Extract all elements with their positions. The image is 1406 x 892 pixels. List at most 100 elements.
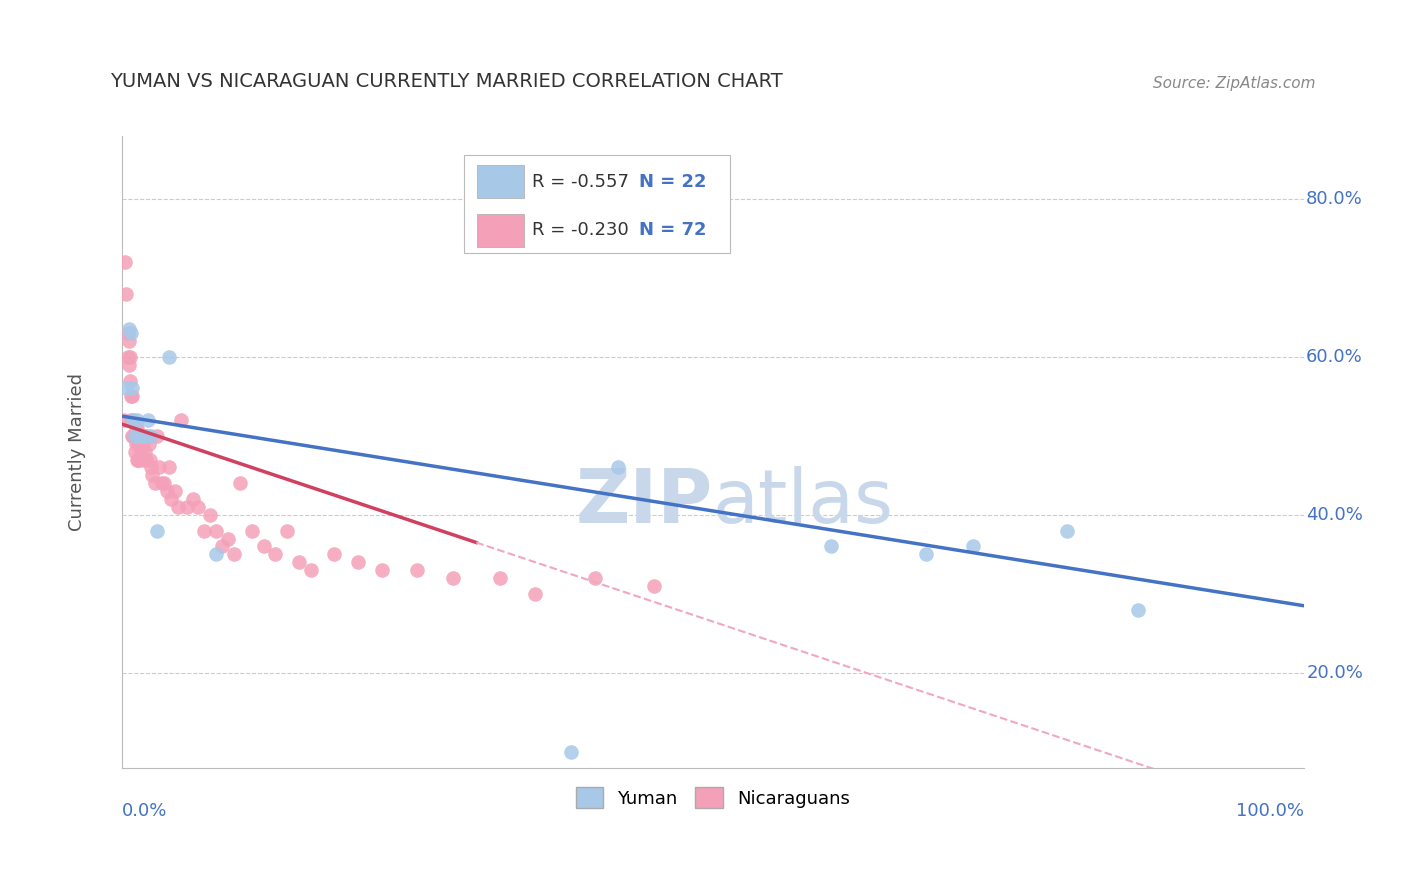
Point [118, 334, 141, 348]
FancyBboxPatch shape [478, 214, 523, 247]
Point [125, 413, 148, 427]
Point [141, 468, 163, 483]
Point [118, 322, 141, 336]
Point [1128, 602, 1150, 616]
Point [122, 429, 145, 443]
Point [124, 429, 146, 443]
Point [124, 444, 146, 458]
Point [181, 491, 204, 506]
Point [276, 524, 298, 538]
Text: R = -0.230: R = -0.230 [531, 221, 628, 239]
Text: ZIP: ZIP [575, 466, 713, 539]
Point [118, 374, 141, 388]
Point [157, 460, 180, 475]
Point [136, 429, 159, 443]
Point [131, 429, 153, 443]
Point [127, 436, 149, 450]
Point [205, 547, 228, 561]
Point [583, 571, 606, 585]
Point [143, 476, 166, 491]
Point [125, 436, 148, 450]
Point [323, 547, 346, 561]
Text: R = -0.557: R = -0.557 [531, 173, 628, 191]
Point [117, 326, 139, 340]
Text: N = 72: N = 72 [640, 221, 707, 239]
Point [205, 524, 228, 538]
Point [128, 429, 150, 443]
Text: atlas: atlas [713, 466, 894, 539]
Point [489, 571, 512, 585]
Point [127, 452, 149, 467]
Point [217, 532, 239, 546]
Point [114, 255, 136, 269]
Point [264, 547, 287, 561]
Point [128, 452, 150, 467]
Point [120, 413, 142, 427]
Point [146, 524, 169, 538]
Legend: Yuman, Nicaraguans: Yuman, Nicaraguans [568, 780, 858, 815]
Point [167, 500, 190, 514]
Point [222, 547, 245, 561]
Point [132, 436, 155, 450]
Point [115, 381, 138, 395]
Point [370, 563, 392, 577]
Point [115, 286, 138, 301]
Point [122, 413, 145, 427]
Point [155, 484, 177, 499]
Point [441, 571, 464, 585]
Point [163, 484, 186, 499]
Point [176, 500, 198, 514]
Point [406, 563, 429, 577]
Point [157, 350, 180, 364]
Text: 0.0%: 0.0% [122, 803, 167, 821]
Point [128, 436, 150, 450]
Point [120, 326, 142, 340]
Text: YUMAN VS NICARAGUAN CURRENTLY MARRIED CORRELATION CHART: YUMAN VS NICARAGUAN CURRENTLY MARRIED CO… [110, 72, 783, 91]
Point [153, 476, 176, 491]
Point [117, 350, 139, 364]
Point [129, 444, 152, 458]
Point [132, 429, 155, 443]
Point [187, 500, 209, 514]
Point [200, 508, 222, 522]
Point [112, 413, 135, 427]
Text: 20.0%: 20.0% [1306, 664, 1362, 681]
FancyBboxPatch shape [464, 154, 731, 252]
Point [138, 436, 160, 450]
Text: N = 22: N = 22 [640, 173, 707, 191]
Point [962, 540, 984, 554]
Point [524, 587, 547, 601]
Point [347, 555, 370, 569]
Point [211, 540, 233, 554]
Point [288, 555, 311, 569]
Text: 100.0%: 100.0% [1236, 803, 1303, 821]
Point [607, 460, 630, 475]
Point [134, 444, 156, 458]
Point [139, 452, 162, 467]
Point [120, 389, 142, 403]
Point [118, 358, 141, 372]
Text: Currently Married: Currently Married [67, 373, 86, 531]
FancyBboxPatch shape [478, 165, 523, 198]
Point [150, 476, 173, 491]
Point [160, 491, 183, 506]
Point [125, 421, 148, 435]
Point [170, 413, 193, 427]
Point [914, 547, 936, 561]
Point [146, 429, 169, 443]
Point [134, 429, 156, 443]
Point [121, 381, 143, 395]
Point [252, 540, 274, 554]
Point [299, 563, 322, 577]
Point [124, 429, 146, 443]
Point [118, 350, 141, 364]
Point [148, 460, 170, 475]
Text: 40.0%: 40.0% [1306, 506, 1362, 524]
Point [135, 452, 157, 467]
Text: 60.0%: 60.0% [1306, 348, 1362, 366]
Point [125, 421, 148, 435]
Point [122, 413, 145, 427]
Text: Source: ZipAtlas.com: Source: ZipAtlas.com [1153, 77, 1316, 91]
Point [121, 389, 143, 403]
Point [560, 745, 582, 759]
